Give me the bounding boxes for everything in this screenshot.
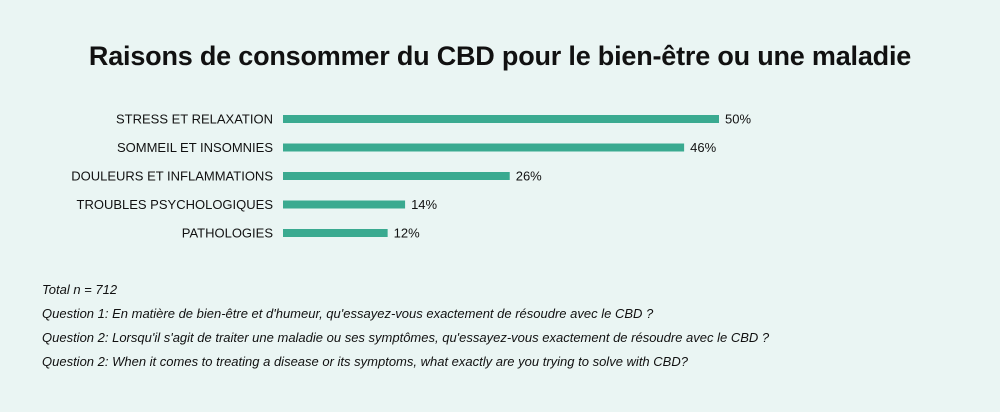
bar — [283, 200, 406, 209]
chart-title: Raisons de consommer du CBD pour le bien… — [88, 41, 912, 71]
category-label: SOMMEIL ET INSOMNIES — [117, 140, 273, 155]
category-label: STRESS ET RELAXATION — [116, 112, 273, 127]
value-label: 12% — [394, 226, 420, 241]
question-2-fr-note: Question 2: Lorsqu'il s'agit de traiter … — [42, 330, 770, 345]
bar-chart: STRESS ET RELAXATION 50% SOMMEIL ET INSOMN… — [71, 112, 751, 241]
value-label: 26% — [516, 169, 542, 184]
category-label: PATHOLOGIES — [182, 226, 274, 241]
bar — [283, 143, 685, 152]
bar — [283, 172, 510, 180]
value-label: 14% — [411, 197, 437, 212]
value-label: 50% — [725, 112, 751, 127]
chart-notes: Total n = 712 Question 1: En matière de … — [42, 278, 982, 374]
category-label: DOULEURS ET INFLAMMATIONS — [71, 169, 273, 184]
question-2-en-note: Question 2: When it comes to treating a … — [42, 354, 688, 369]
value-label: 46% — [690, 140, 716, 155]
category-label: TROUBLES PSYCHOLOGIQUES — [77, 197, 274, 212]
question-1-fr-note: Question 1: En matière de bien-être et d… — [42, 306, 654, 321]
total-note: Total n = 712 — [42, 282, 118, 297]
bar — [283, 229, 388, 237]
bar — [283, 115, 719, 123]
